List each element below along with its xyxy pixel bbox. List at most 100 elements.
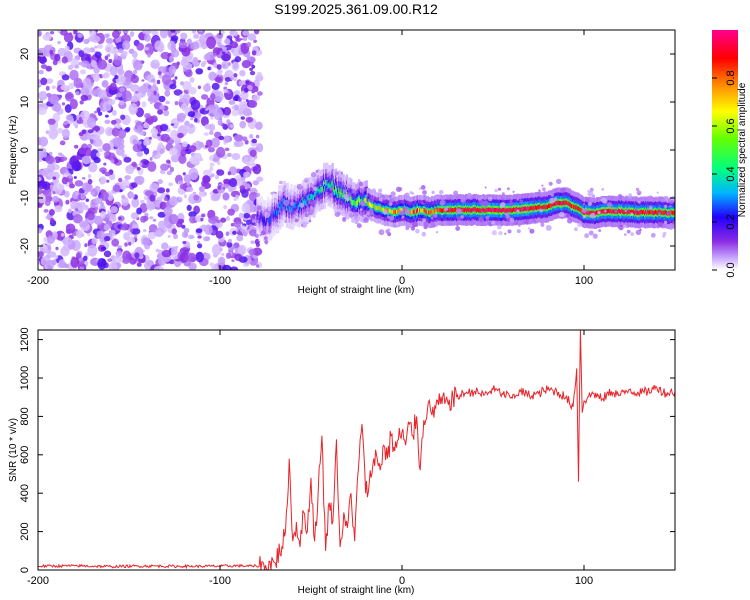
spectrogram-noise-blob bbox=[193, 194, 200, 201]
spectrogram-xtick-label: 100 bbox=[575, 275, 593, 287]
spectrogram-noise-blob bbox=[149, 194, 156, 202]
spectrogram-noise-blob bbox=[218, 135, 225, 141]
spectrogram-scatter-blob bbox=[306, 222, 309, 225]
spectrogram-noise-blob bbox=[147, 161, 157, 172]
spectrogram-noise-blob bbox=[191, 30, 197, 34]
spectrogram-noise-blob bbox=[248, 248, 256, 256]
spectrogram-noise-blob bbox=[215, 230, 224, 239]
colorbar-tick-label: 0.0 bbox=[725, 262, 737, 277]
spectrogram-scatter-blob bbox=[305, 213, 309, 218]
spectrogram-noise-blob bbox=[223, 89, 229, 94]
spectrogram-scatter-blob bbox=[606, 202, 613, 208]
spectrogram-noise-blob bbox=[140, 199, 145, 204]
spectrogram-scatter-blob bbox=[539, 208, 543, 213]
spectrogram-scatter-blob bbox=[668, 225, 674, 230]
spectrogram-scatter-blob bbox=[456, 208, 462, 215]
spectrogram-noise-blob bbox=[199, 186, 204, 192]
spectrogram-scatter-blob bbox=[389, 215, 395, 221]
spectrogram-noise-blob bbox=[222, 106, 232, 116]
spectrogram-noise-blob bbox=[234, 140, 244, 148]
spectrogram-noise-blob bbox=[201, 213, 206, 218]
spectrogram-noise-blob bbox=[197, 235, 202, 239]
spectrogram-noise-blob bbox=[48, 127, 58, 140]
spectrogram-scatter-blob bbox=[264, 239, 269, 245]
spectrogram-scatter-blob bbox=[514, 221, 518, 225]
spectrogram-scatter-blob bbox=[430, 222, 436, 228]
spectrogram-noise-blob bbox=[257, 91, 263, 96]
spectrogram-noise-blob bbox=[165, 188, 170, 193]
spectrogram-noise-blob bbox=[75, 252, 82, 259]
spectrogram-noise-blob bbox=[38, 47, 47, 57]
spectrogram-noise-blob bbox=[132, 143, 143, 153]
spectrogram-noise-blob bbox=[87, 129, 94, 134]
spectrogram-noise-blob bbox=[239, 38, 243, 41]
spectrogram-noise-blob bbox=[93, 197, 103, 205]
spectrogram-noise-blob bbox=[85, 198, 90, 202]
spectrogram-noise-blob bbox=[180, 32, 188, 40]
spectrogram-scatter-blob bbox=[516, 229, 521, 234]
spectrogram-noise-blob bbox=[104, 43, 115, 54]
spectrogram-noise-blob bbox=[74, 191, 79, 196]
spectrogram-noise-blob bbox=[217, 256, 226, 266]
spectrogram-scatter-blob bbox=[378, 197, 383, 202]
spectrogram-noise-blob bbox=[237, 244, 247, 256]
spectrogram-noise-blob bbox=[251, 50, 257, 56]
spectrogram-noise-blob bbox=[147, 84, 152, 90]
spectrogram-noise-blob bbox=[170, 30, 176, 33]
spectrogram-noise-blob bbox=[215, 146, 226, 158]
spectrogram-noise-blob bbox=[182, 125, 188, 130]
spectrogram-noise-blob bbox=[221, 253, 225, 256]
spectrogram-scatter-blob bbox=[358, 181, 363, 187]
spectrogram-scatter-blob bbox=[630, 232, 634, 236]
spectrogram-noise-blob bbox=[167, 235, 171, 238]
spectrogram-scatter-blob bbox=[542, 187, 546, 192]
spectrogram-noise-blob bbox=[112, 184, 121, 192]
spectrogram-noise-blob bbox=[166, 159, 171, 164]
spectrogram-noise-blob bbox=[86, 134, 92, 140]
spectrogram-noise-blob bbox=[196, 240, 201, 244]
spectrogram-scatter-blob bbox=[334, 171, 339, 176]
spectrogram-noise-blob bbox=[97, 111, 103, 116]
spectrogram-noise-blob bbox=[79, 69, 87, 75]
spectrogram-scatter-blob bbox=[439, 199, 446, 206]
spectrogram-scatter-blob bbox=[409, 191, 413, 194]
spectrogram-noise-blob bbox=[170, 129, 179, 141]
spectrogram-noise-blob bbox=[78, 132, 84, 137]
spectrogram-noise-blob bbox=[81, 182, 92, 192]
colorbar: 0.0 0.2 0.4 0.6 0.8 Normalized spectral ampl… bbox=[712, 30, 748, 278]
spectrogram-noise-blob bbox=[57, 40, 61, 45]
spectrogram-noise-blob bbox=[64, 104, 72, 113]
spectrogram-noise-blob bbox=[156, 79, 161, 85]
spectrogram-noise-blob bbox=[101, 80, 109, 88]
spectrogram-noise-blob bbox=[239, 185, 245, 190]
spectrogram-noise-blob bbox=[230, 48, 235, 53]
spectrogram-scatter-blob bbox=[431, 214, 435, 218]
spectrogram-noise-blob bbox=[213, 90, 224, 103]
spectrogram-noise-blob bbox=[253, 30, 260, 35]
spectrogram-scatter-blob bbox=[280, 199, 283, 202]
spectrogram-noise-blob bbox=[142, 228, 147, 233]
spectrogram-noise-blob bbox=[170, 35, 179, 41]
spectrogram-noise-blob bbox=[104, 171, 111, 177]
spectrogram-noise-blob bbox=[123, 156, 132, 163]
spectrogram-scatter-blob bbox=[404, 209, 411, 215]
spectrogram-scatter-blob bbox=[499, 202, 506, 208]
spectrogram-scatter-blob bbox=[565, 213, 570, 218]
spectrogram-noise-blob bbox=[231, 109, 239, 117]
spectrogram-noise-blob bbox=[158, 142, 164, 149]
spectrogram-scatter-blob bbox=[388, 202, 393, 207]
spectrogram-noise-blob bbox=[177, 132, 184, 139]
spectrogram-scatter-blob bbox=[540, 222, 545, 227]
spectrogram-noise-blob bbox=[125, 185, 130, 188]
spectrogram-scatter-blob bbox=[366, 211, 370, 216]
spectrogram-noise-blob bbox=[227, 208, 235, 216]
spectrogram-noise-blob bbox=[249, 162, 256, 167]
spectrogram-noise-blob bbox=[159, 148, 165, 154]
spectrogram-noise-blob bbox=[123, 232, 130, 241]
snr-ytick-label: 1200 bbox=[19, 327, 31, 351]
spectrogram-scatter-blob bbox=[519, 199, 523, 203]
spectrogram-noise-blob bbox=[188, 86, 197, 95]
spectrogram-noise-blob bbox=[217, 119, 223, 126]
spectrogram-noise-blob bbox=[51, 195, 60, 203]
snr-line bbox=[38, 330, 675, 570]
